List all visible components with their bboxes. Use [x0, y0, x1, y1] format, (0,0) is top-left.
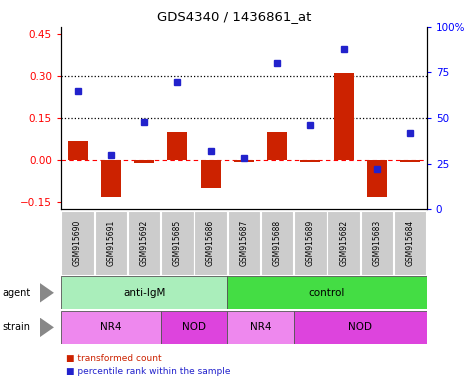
Bar	[327, 211, 360, 275]
Text: strain: strain	[2, 322, 30, 333]
Bar	[227, 311, 294, 344]
Text: GSM915682: GSM915682	[339, 220, 348, 266]
Bar	[201, 160, 220, 188]
Text: GSM915689: GSM915689	[306, 220, 315, 266]
Text: GSM915687: GSM915687	[239, 220, 249, 266]
Bar	[95, 211, 127, 275]
Bar	[301, 160, 320, 162]
Bar	[128, 211, 160, 275]
Text: NR4: NR4	[250, 322, 271, 333]
Bar	[267, 132, 287, 160]
Text: GSM915685: GSM915685	[173, 220, 182, 266]
Bar	[400, 160, 420, 162]
Text: GSM915688: GSM915688	[272, 220, 282, 266]
Text: GSM915690: GSM915690	[73, 220, 82, 266]
Text: NR4: NR4	[100, 322, 121, 333]
Text: control: control	[309, 288, 345, 298]
Text: GSM915684: GSM915684	[406, 220, 415, 266]
Bar	[294, 211, 327, 275]
Text: ■ percentile rank within the sample: ■ percentile rank within the sample	[66, 367, 230, 376]
Bar	[367, 160, 387, 197]
Bar	[394, 211, 426, 275]
Text: NOD: NOD	[348, 322, 372, 333]
Bar	[68, 141, 88, 160]
Bar	[261, 211, 294, 275]
Bar	[161, 311, 227, 344]
Bar	[234, 160, 254, 162]
Text: GSM915692: GSM915692	[140, 220, 149, 266]
Text: agent: agent	[2, 288, 30, 298]
Polygon shape	[40, 318, 54, 337]
Text: GSM915686: GSM915686	[206, 220, 215, 266]
Polygon shape	[40, 283, 54, 303]
Bar	[167, 132, 187, 160]
Bar	[227, 211, 260, 275]
Text: GDS4340 / 1436861_at: GDS4340 / 1436861_at	[157, 10, 312, 23]
Text: GSM915691: GSM915691	[106, 220, 115, 266]
Bar	[294, 311, 427, 344]
Bar	[333, 73, 354, 160]
Bar	[227, 276, 427, 309]
Bar	[61, 311, 161, 344]
Bar	[134, 160, 154, 163]
Text: GSM915683: GSM915683	[372, 220, 381, 266]
Bar	[161, 211, 194, 275]
Bar	[61, 276, 227, 309]
Text: NOD: NOD	[182, 322, 206, 333]
Bar	[61, 211, 94, 275]
Bar	[194, 211, 227, 275]
Text: anti-IgM: anti-IgM	[123, 288, 165, 298]
Text: ■ transformed count: ■ transformed count	[66, 354, 161, 363]
Bar	[101, 160, 121, 197]
Bar	[361, 211, 393, 275]
